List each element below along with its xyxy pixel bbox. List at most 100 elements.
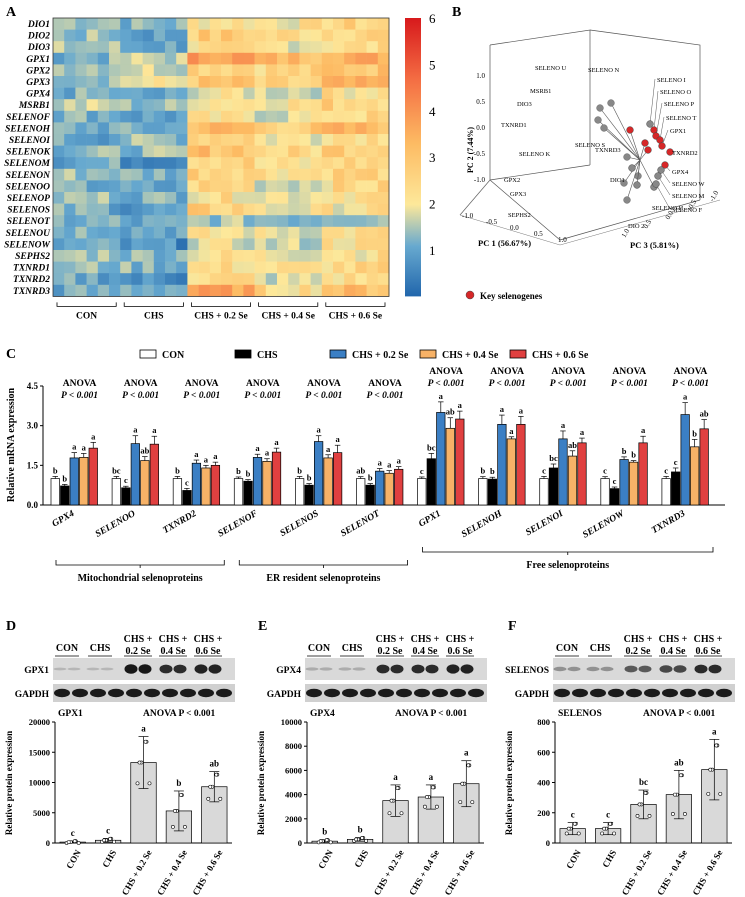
heatmap-cell — [97, 192, 110, 204]
significance-letter: c — [185, 477, 189, 487]
heatmap-cell — [321, 52, 334, 65]
pca-point-label: DIO3 — [517, 101, 532, 108]
heatmap-cell — [165, 122, 177, 135]
data-point — [318, 839, 323, 844]
heatmap-cell — [131, 134, 143, 146]
mrna-bar-panel: CON CHS CHS + 0.2 Se CHS + 0.4 Se CHS + 0.6 … — [6, 349, 725, 584]
blot-band — [342, 688, 358, 698]
heatmap-cell — [53, 157, 65, 170]
y-tick-label: 20000 — [29, 717, 50, 727]
heatmap-cell — [366, 18, 379, 30]
heatmap-cell — [165, 52, 177, 65]
data-point — [714, 743, 719, 748]
blot-group-label: 0.2 Se — [626, 646, 652, 657]
heatmap-cell — [131, 122, 143, 135]
pca-x-tick: 0.5 — [534, 230, 543, 238]
heatmap-row-label: GPX3 — [26, 78, 50, 88]
pca-x-tick: -1.0 — [462, 212, 474, 220]
heatmap-cell — [198, 122, 211, 135]
anova-label: ANOVA — [246, 379, 280, 389]
heatmap-cell — [377, 122, 390, 135]
heatmap-cell — [209, 226, 222, 239]
colorbar-tick-label: 1 — [429, 243, 436, 258]
blot-band — [180, 688, 196, 698]
heatmap-row-label: SELENOO — [6, 182, 50, 192]
significance-letter: a — [204, 454, 209, 464]
anova-label: ANOVA — [613, 367, 647, 377]
heatmap-cell — [321, 180, 334, 193]
significance-letter: b — [368, 473, 373, 483]
heatmap-cell — [243, 145, 255, 158]
heatmap-cell — [53, 250, 65, 262]
pca-y-tick: 1.0 — [476, 72, 485, 80]
pca-point — [623, 196, 631, 204]
heatmap-cell — [310, 203, 323, 216]
gene-label: TXNRD2 — [161, 509, 198, 536]
significance-letter: ab — [700, 409, 709, 419]
heatmap-cell — [153, 87, 166, 100]
heatmap-cell — [344, 76, 356, 88]
heatmap-cell — [344, 122, 356, 135]
heatmap-cell — [321, 87, 334, 100]
bar — [271, 451, 282, 506]
heatmap-cell — [86, 99, 99, 112]
heatmap-cell — [64, 76, 76, 88]
blot-band — [708, 664, 722, 674]
heatmap-cell — [366, 99, 379, 112]
heatmap-cell — [366, 145, 379, 158]
heatmap-cell — [86, 122, 99, 135]
heatmap-cell — [187, 238, 199, 251]
heatmap-cell — [165, 18, 177, 30]
significance-letter: ab — [210, 759, 220, 769]
heatmap-cell — [288, 110, 300, 123]
heatmap-group-label: CHS + 0.6 Se — [329, 311, 382, 321]
heatmap-cell — [221, 29, 233, 42]
blot-group-label: 0.6 Se — [196, 646, 222, 657]
heatmap-cell — [243, 29, 255, 42]
heatmap-cell — [321, 76, 334, 88]
pca-y-tick: 0.5 — [476, 98, 485, 106]
heatmap-cell — [53, 261, 65, 274]
heatmap-cell — [277, 215, 289, 228]
heatmap-cell — [277, 64, 289, 77]
bar — [539, 478, 549, 506]
heatmap-cell — [53, 145, 65, 158]
heatmap-cell — [232, 238, 244, 251]
heatmap-cell — [53, 192, 65, 204]
heatmap-cell — [344, 145, 356, 158]
heatmap-cell — [131, 99, 143, 112]
heatmap-cell — [265, 145, 278, 158]
x-tick-label: CHS — [600, 848, 618, 869]
heatmap-cell — [187, 18, 199, 30]
heatmap-cell — [277, 99, 289, 112]
heatmap-cell — [277, 157, 289, 170]
legend-marker — [465, 290, 475, 300]
heatmap-cell — [277, 52, 289, 65]
heatmap-cell — [377, 192, 390, 204]
heatmap-cell — [53, 284, 65, 297]
heatmap-cell — [142, 64, 155, 77]
heatmap-cell — [86, 203, 99, 216]
significance-letter: a — [393, 772, 398, 782]
category-bracket — [422, 547, 714, 555]
x-tick-label: CHS + 0.6 Se — [691, 848, 725, 897]
heatmap-cell — [288, 203, 300, 216]
heatmap-cell — [221, 110, 233, 123]
heatmap-cell — [53, 238, 65, 251]
heatmap-cell — [120, 110, 132, 123]
heatmap-cell — [97, 284, 110, 297]
heatmap-cell — [75, 157, 87, 170]
heatmap-cell — [299, 76, 311, 88]
heatmap-cell — [109, 99, 121, 112]
heatmap-cell — [153, 284, 166, 297]
heatmap-cell — [221, 122, 233, 135]
heatmap-cell — [377, 215, 390, 228]
significance-letter: b — [62, 473, 67, 483]
blot-band — [54, 688, 70, 698]
heatmap-cell — [142, 203, 155, 216]
data-point — [172, 809, 177, 813]
heatmap-cell — [97, 261, 110, 274]
heatmap-cell — [265, 180, 278, 193]
pca-point-label: SELENO O — [660, 89, 692, 96]
bar — [690, 446, 700, 506]
